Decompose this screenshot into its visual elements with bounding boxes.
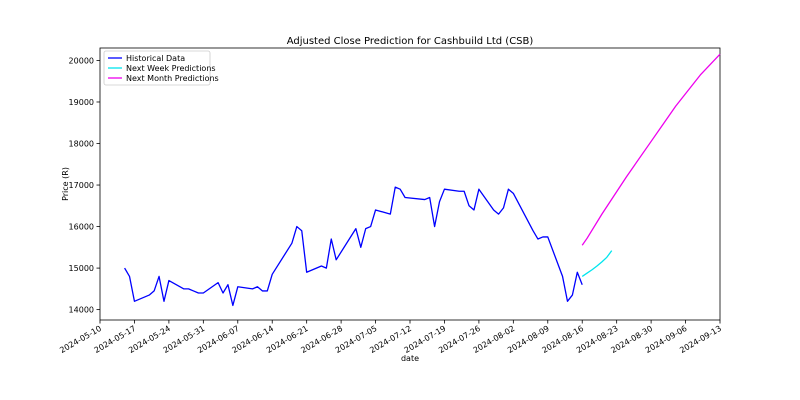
y-tick-label: 16000 xyxy=(69,223,94,232)
x-axis-label: date xyxy=(401,354,419,363)
series-line-2 xyxy=(581,53,721,246)
y-tick-label: 15000 xyxy=(69,264,94,273)
y-tick-label: 20000 xyxy=(69,56,94,65)
legend-label-0: Historical Data xyxy=(126,54,185,63)
y-axis-label: Price (R) xyxy=(61,167,70,201)
series-line-1 xyxy=(581,250,613,277)
legend-box xyxy=(103,50,211,86)
y-tick-label: 18000 xyxy=(69,140,94,149)
y-tick-label: 14000 xyxy=(69,306,94,315)
legend-label-1: Next Week Predictions xyxy=(126,64,216,73)
y-tick-label: 19000 xyxy=(69,98,94,107)
chart-title: Adjusted Close Prediction for Cashbuild … xyxy=(287,36,534,47)
series-line-0 xyxy=(124,186,583,307)
y-axis: 14000 15000 16000 17000 18000 19000 20000 xyxy=(69,56,100,315)
legend-label-2: Next Month Predictions xyxy=(126,74,219,83)
y-tick-label: 17000 xyxy=(69,181,94,190)
series-group xyxy=(124,53,721,307)
